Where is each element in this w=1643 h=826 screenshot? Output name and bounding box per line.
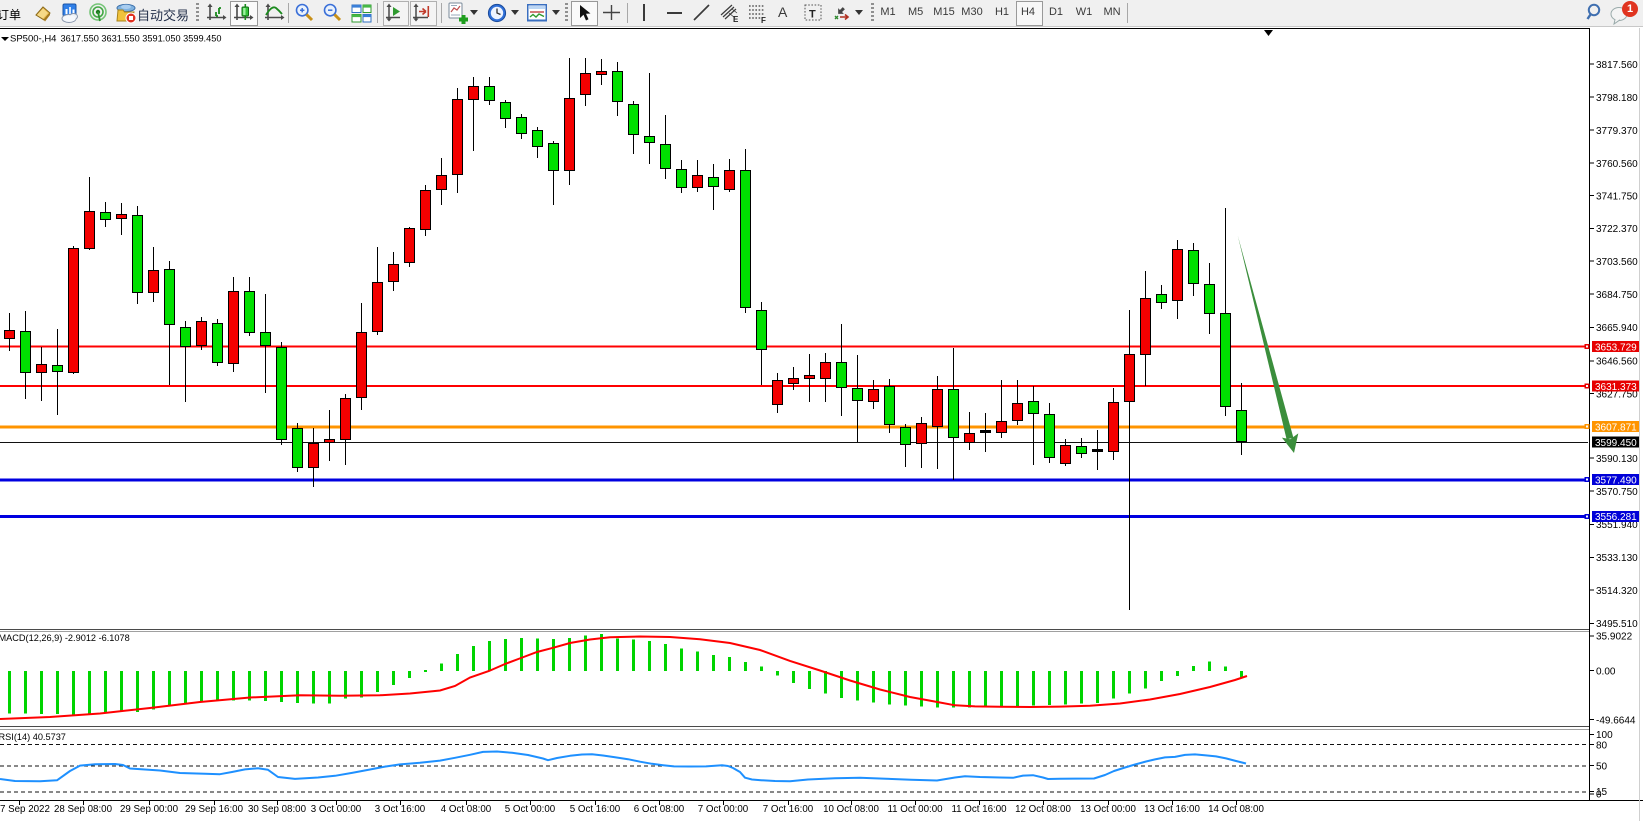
svg-text:30 Sep 08:00: 30 Sep 08:00 <box>248 804 307 815</box>
svg-text:SP500-,H4: SP500-,H4 <box>10 34 56 45</box>
svg-text:3556.281: 3556.281 <box>1595 512 1637 523</box>
svg-text:0.00: 0.00 <box>1596 667 1616 678</box>
svg-text:13 Oct 16:00: 13 Oct 16:00 <box>1144 804 1200 815</box>
svg-text:3741.750: 3741.750 <box>1596 191 1638 202</box>
svg-text:35.9022: 35.9022 <box>1596 632 1633 643</box>
svg-text:80: 80 <box>1596 740 1608 751</box>
svg-text:11 Oct 16:00: 11 Oct 16:00 <box>951 804 1007 815</box>
svg-text:12 Oct 08:00: 12 Oct 08:00 <box>1015 804 1071 815</box>
svg-text:MACD(12,26,9) -2.9012 -6.1078: MACD(12,26,9) -2.9012 -6.1078 <box>0 633 130 643</box>
svg-text:3779.370: 3779.370 <box>1596 126 1638 137</box>
svg-text:-49.6644: -49.6644 <box>1596 715 1636 726</box>
svg-text:28 Sep 08:00: 28 Sep 08:00 <box>54 804 113 815</box>
svg-text:7 Sep 2022: 7 Sep 2022 <box>0 804 50 815</box>
svg-text:F: F <box>761 16 766 24</box>
svg-text:3646.560: 3646.560 <box>1596 357 1638 368</box>
svg-text:3570.750: 3570.750 <box>1596 487 1638 498</box>
svg-text:3684.750: 3684.750 <box>1596 290 1638 301</box>
svg-text:3495.510: 3495.510 <box>1596 619 1638 630</box>
svg-text:3798.180: 3798.180 <box>1596 93 1638 104</box>
svg-text:4 Oct 08:00: 4 Oct 08:00 <box>441 804 492 815</box>
svg-text:3703.560: 3703.560 <box>1596 257 1638 268</box>
svg-text:3590.130: 3590.130 <box>1596 454 1638 465</box>
svg-text:7 Oct 16:00: 7 Oct 16:00 <box>763 804 814 815</box>
svg-text:3 Oct 16:00: 3 Oct 16:00 <box>375 804 426 815</box>
svg-text:0: 0 <box>1596 790 1602 801</box>
svg-text:3533.130: 3533.130 <box>1596 553 1638 564</box>
svg-text:3 Oct 00:00: 3 Oct 00:00 <box>311 804 362 815</box>
svg-text:3599.450: 3599.450 <box>1595 438 1637 449</box>
svg-text:3631.373: 3631.373 <box>1595 382 1637 393</box>
svg-text:3722.370: 3722.370 <box>1596 224 1638 235</box>
svg-text:3577.490: 3577.490 <box>1595 475 1637 486</box>
svg-text:10 Oct 08:00: 10 Oct 08:00 <box>823 804 879 815</box>
svg-text:6 Oct 08:00: 6 Oct 08:00 <box>634 804 685 815</box>
svg-text:T: T <box>809 9 816 21</box>
svg-text:3653.729: 3653.729 <box>1595 342 1637 353</box>
svg-text:15: 15 <box>1596 787 1608 798</box>
svg-text:E: E <box>733 15 739 24</box>
svg-text:3665.940: 3665.940 <box>1596 323 1638 334</box>
svg-text:100: 100 <box>1596 730 1613 741</box>
svg-text:13 Oct 00:00: 13 Oct 00:00 <box>1080 804 1136 815</box>
svg-text:50: 50 <box>1596 761 1608 772</box>
svg-text:3514.320: 3514.320 <box>1596 586 1638 597</box>
svg-text:29 Sep 16:00: 29 Sep 16:00 <box>185 804 244 815</box>
svg-text:3817.560: 3817.560 <box>1596 60 1638 71</box>
svg-text:3551.940: 3551.940 <box>1596 520 1638 531</box>
svg-text:3607.871: 3607.871 <box>1595 423 1637 434</box>
svg-text:5 Oct 16:00: 5 Oct 16:00 <box>570 804 621 815</box>
svg-text:29 Sep 00:00: 29 Sep 00:00 <box>120 804 179 815</box>
svg-text:11 Oct 00:00: 11 Oct 00:00 <box>887 804 943 815</box>
svg-text:14 Oct 08:00: 14 Oct 08:00 <box>1208 804 1264 815</box>
svg-text:5 Oct 00:00: 5 Oct 00:00 <box>505 804 556 815</box>
svg-text:3617.550 3631.550 3591.050 359: 3617.550 3631.550 3591.050 3599.450 <box>61 34 222 44</box>
svg-text:7 Oct 00:00: 7 Oct 00:00 <box>698 804 749 815</box>
svg-text:3760.560: 3760.560 <box>1596 159 1638 170</box>
svg-text:3627.750: 3627.750 <box>1596 389 1638 400</box>
svg-text:RSI(14) 40.5737: RSI(14) 40.5737 <box>0 732 66 742</box>
